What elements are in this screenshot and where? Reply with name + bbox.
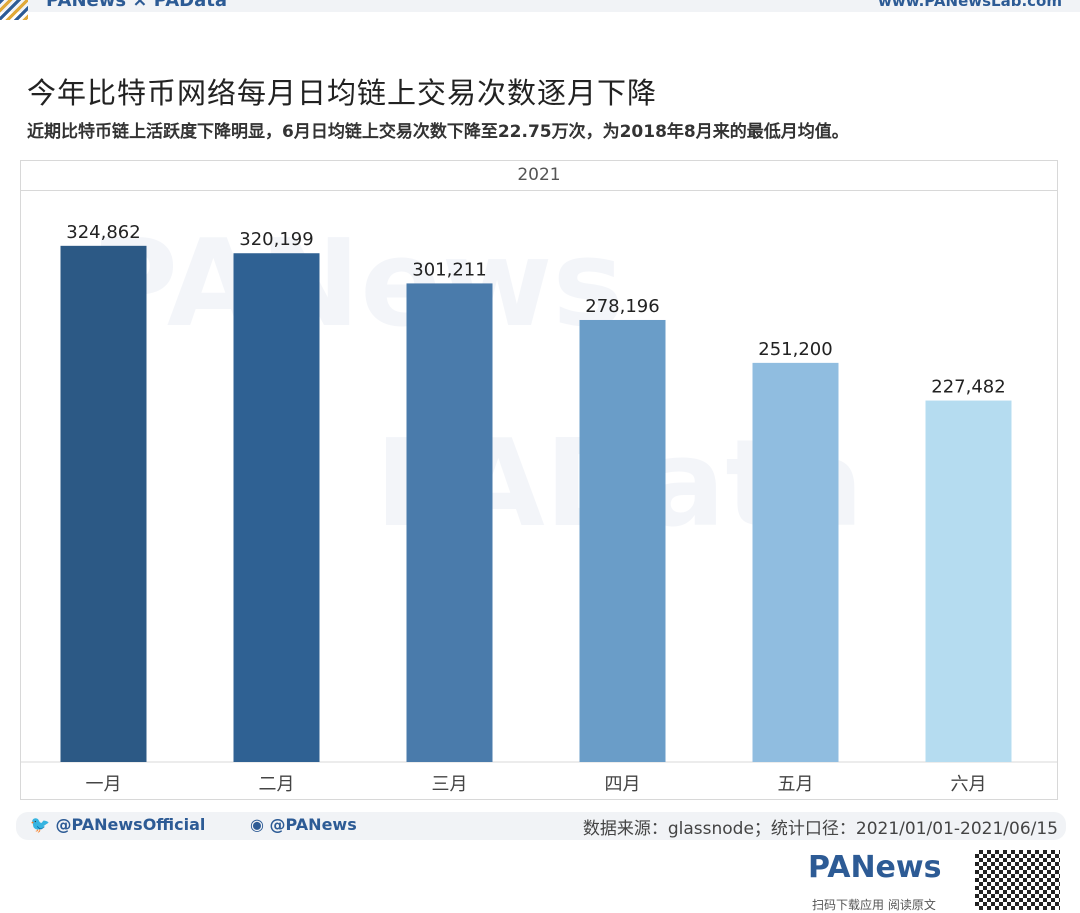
data-source: 数据来源：glassnode；统计口径：2021/01/01-2021/06/1… (582, 819, 1058, 839)
weibo-icon: ◉ (250, 815, 270, 834)
chart-frame (20, 160, 1058, 800)
weibo-handle[interactable]: ◉ @PANews (250, 815, 357, 834)
twitter-icon: 🐦 (30, 815, 56, 834)
weibo-label: @PANews (269, 815, 357, 834)
top-banner (0, 0, 1080, 12)
bar-3 (406, 283, 493, 762)
data-label: 251,200 (758, 339, 832, 360)
x-tick-label: 一月 (86, 774, 122, 795)
chart-subtitle: 近期比特币链上活跃度下降明显，6月日均链上交易次数下降至22.75万次，为201… (27, 122, 849, 142)
bar-4 (579, 319, 666, 762)
data-label: 278,196 (585, 296, 659, 317)
bar-2 (233, 253, 320, 762)
twitter-label: @PANewsOfficial (55, 815, 206, 834)
chart-title: 今年比特币网络每月日均链上交易次数逐月下降 (27, 76, 658, 110)
scan-text: 扫码下载应用 阅读原文 (812, 898, 936, 912)
x-tick-label: 五月 (778, 774, 814, 795)
data-label: 320,199 (239, 229, 313, 250)
x-tick-label: 三月 (432, 774, 468, 795)
data-label: 324,862 (66, 222, 140, 243)
site-url[interactable]: www.PANewsLab.com (878, 0, 1062, 10)
watermark-panews: PANews (90, 215, 624, 354)
stripes-logo-icon (0, 0, 28, 20)
bar-1 (60, 245, 147, 762)
qr-code[interactable] (975, 850, 1060, 910)
x-tick-label: 二月 (259, 774, 295, 795)
data-label: 301,211 (412, 259, 486, 280)
footer-bar (16, 812, 1066, 840)
twitter-handle[interactable]: 🐦 @PANewsOfficial (30, 815, 205, 834)
brand-header: PANews × PAData (46, 0, 228, 11)
x-tick-label: 六月 (951, 774, 987, 795)
year-header: 2021 (20, 160, 1058, 191)
data-label: 227,482 (931, 377, 1005, 398)
bar-5 (752, 362, 839, 762)
bar-6 (925, 400, 1012, 762)
x-tick-label: 四月 (605, 774, 641, 795)
panews-logo: PANews (808, 850, 942, 885)
